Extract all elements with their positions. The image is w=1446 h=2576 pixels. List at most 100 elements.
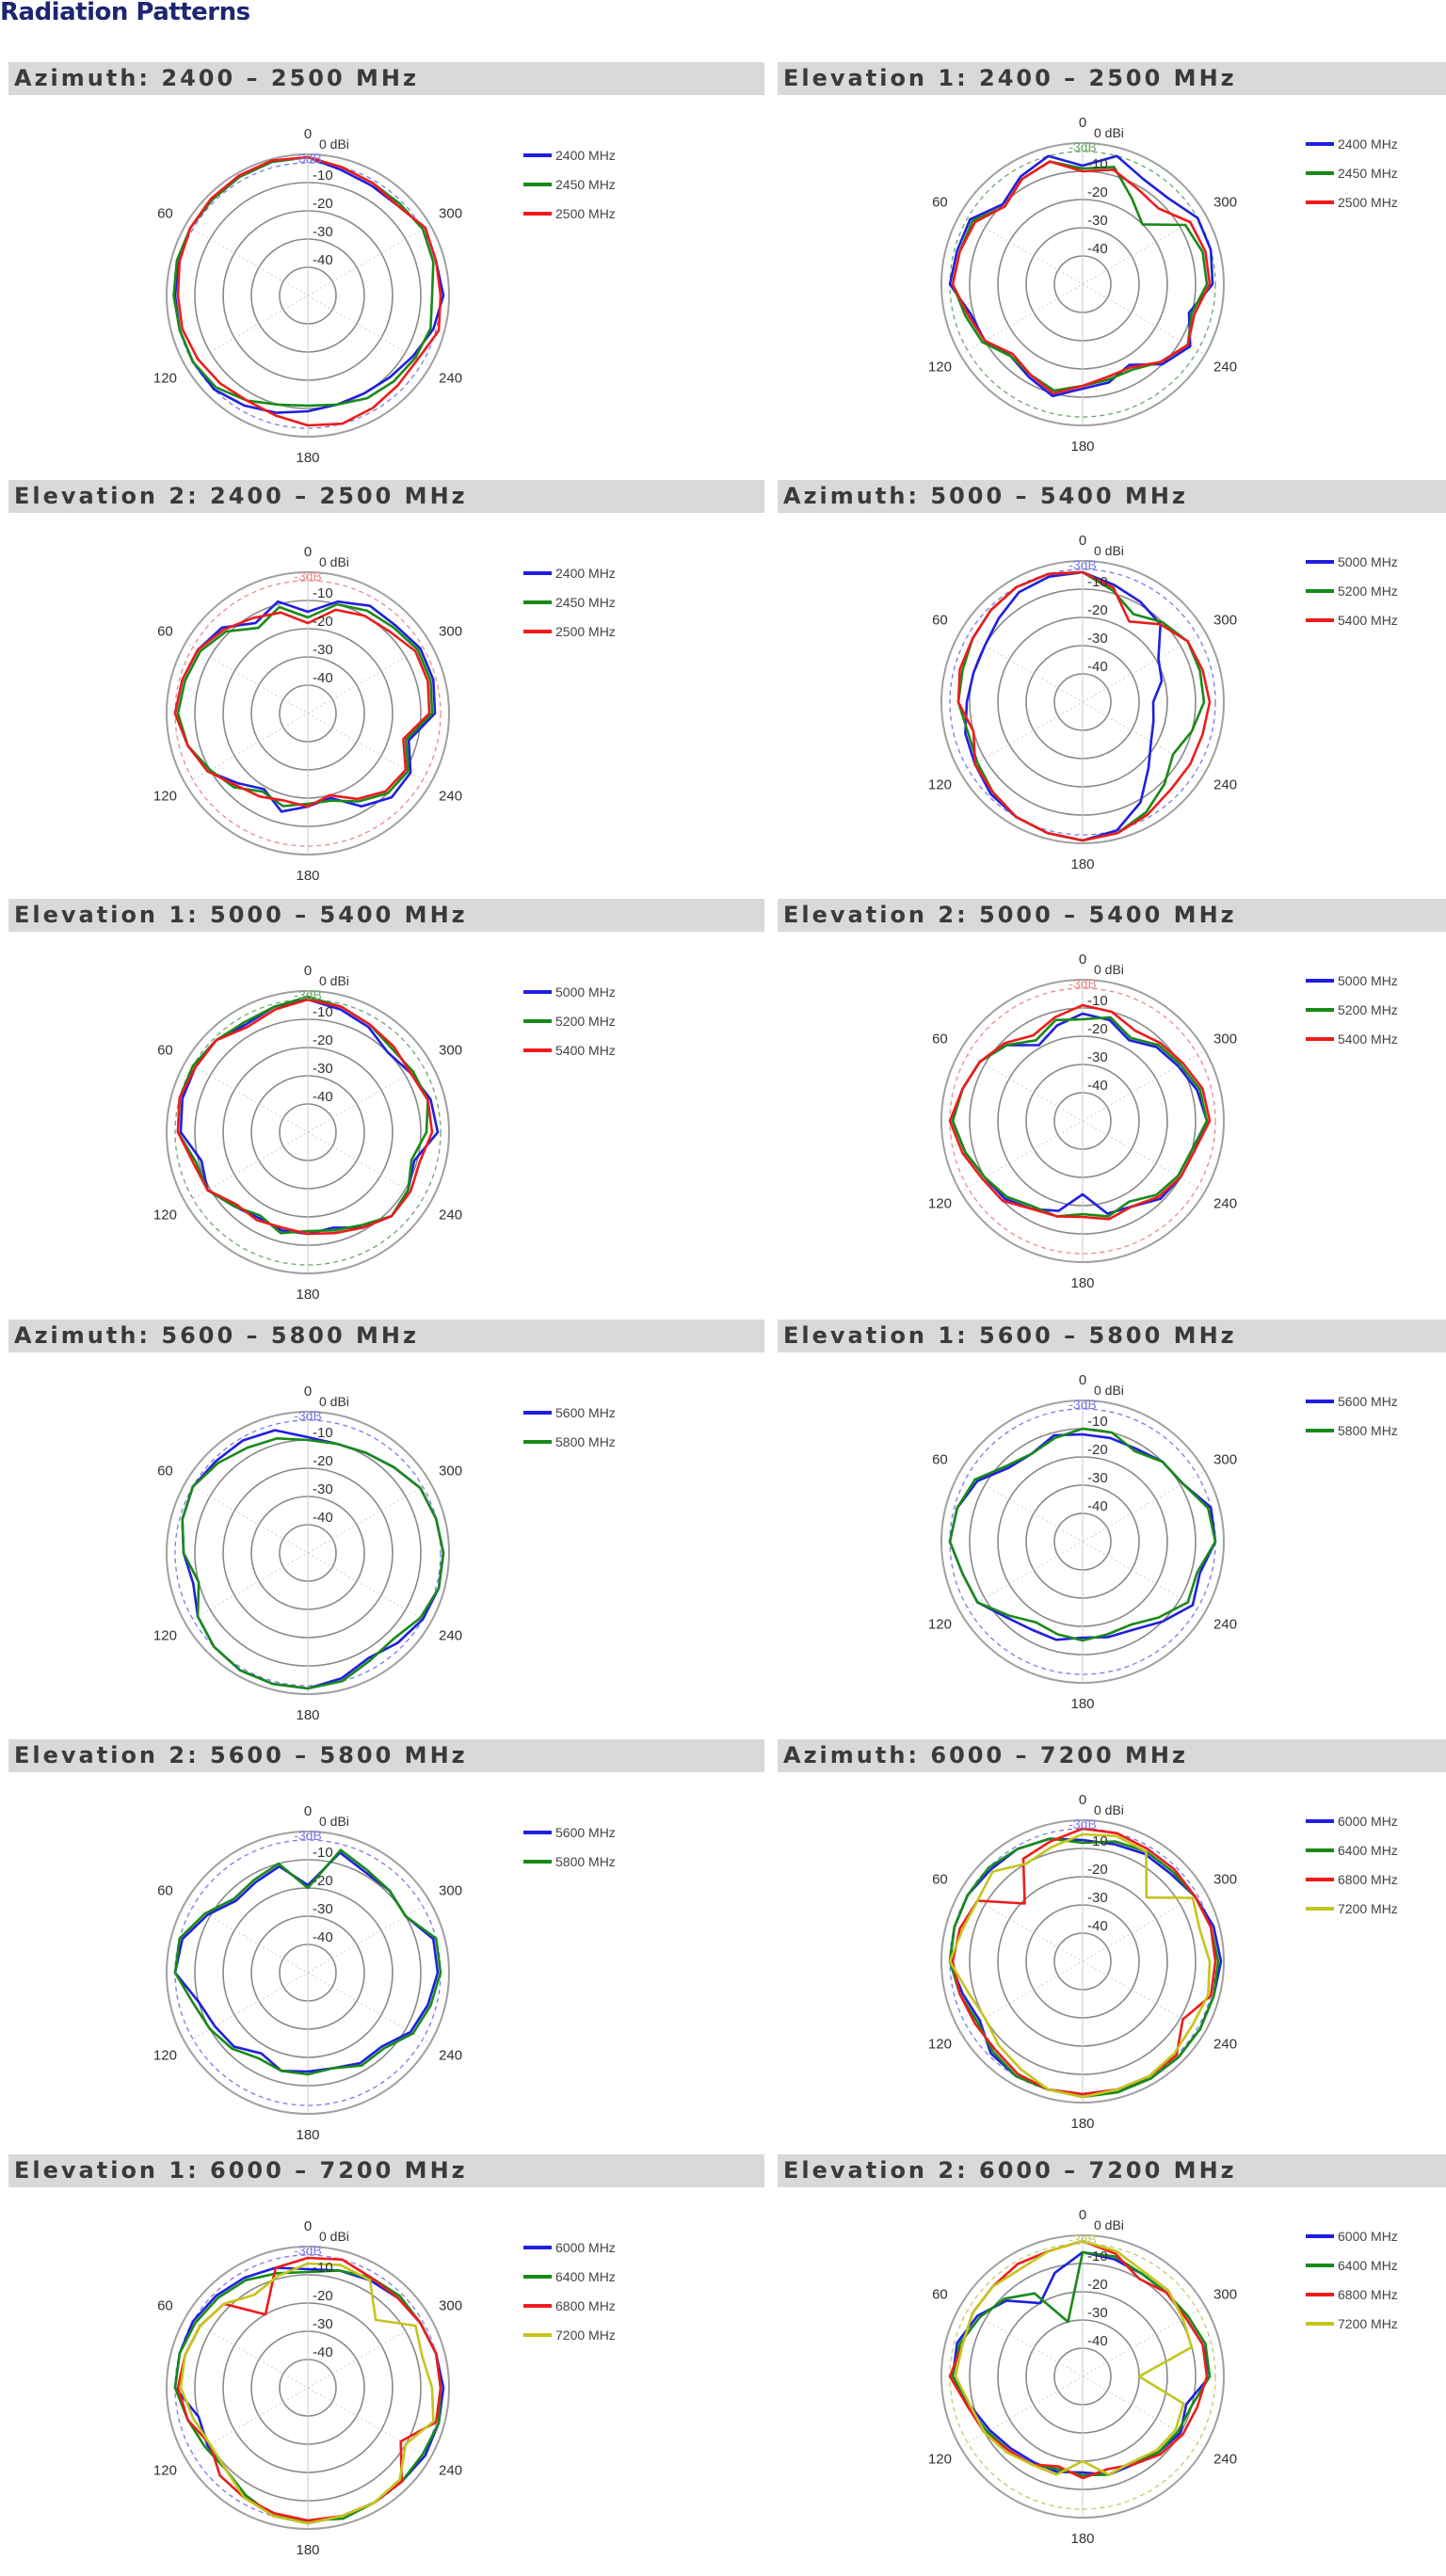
series-line-2500-mhz: [176, 155, 442, 427]
angle-tick-label: 0: [304, 126, 312, 142]
radial-tick-label: -40: [313, 252, 333, 268]
legend-item: 2450 MHz: [523, 587, 616, 616]
chart-legend: 5600 MHz 5800 MHz: [523, 1398, 616, 1456]
angle-tick-label: 60: [157, 1043, 173, 1059]
outer-ring-label: 0 dBi: [1094, 2217, 1124, 2232]
legend-swatch: [1306, 2233, 1334, 2238]
angle-tick-label: 240: [439, 1628, 462, 1644]
legend-swatch: [523, 600, 552, 604]
legend-swatch: [1306, 200, 1334, 204]
polar-chart: -10 -20 -30 -40 0 60 120 180 240 300 0 dBi-3dB: [153, 963, 462, 1303]
series-line-7200-mhz: [179, 2262, 435, 2525]
polar-chart: -10 -20 -30 -40 0 60 120 180 240 300 0 dBi-3dB: [928, 952, 1237, 1291]
legend-label: 2500 MHz: [555, 205, 616, 221]
legend-item: 2400 MHz: [523, 140, 616, 169]
legend-item: 2400 MHz: [523, 558, 616, 587]
legend-label: 5400 MHz: [555, 1042, 616, 1058]
legend-swatch: [523, 570, 552, 575]
angle-tick-label: 240: [1213, 1196, 1237, 1212]
spoke-120: [959, 1049, 1206, 1192]
legend-item: 2400 MHz: [1306, 129, 1398, 158]
angle-tick-label: 0: [304, 1803, 312, 1819]
legend-swatch: [1306, 559, 1334, 564]
angle-tick-label: 180: [296, 2542, 319, 2558]
angle-tick-label: 60: [157, 1883, 173, 1899]
legend-swatch: [1306, 2292, 1334, 2296]
radial-tick-label: -30: [313, 642, 333, 658]
angle-tick-label: 240: [1213, 777, 1237, 793]
legend-item: 6800 MHz: [523, 2291, 616, 2320]
radial-tick-label: -20: [313, 1032, 333, 1048]
legend-label: 7200 MHz: [1338, 1900, 1398, 1916]
legend-item: 5200 MHz: [523, 1006, 616, 1035]
spoke-120: [185, 2316, 431, 2459]
outer-ring-label: 0 dBi: [1094, 1802, 1124, 1817]
chart-legend: 2400 MHz 2450 MHz 2500 MHz: [523, 140, 616, 228]
angle-tick-label: 240: [439, 789, 462, 805]
angle-tick-label: 180: [1070, 2531, 1094, 2547]
radial-tick-label: -10: [1087, 574, 1108, 590]
angle-tick-label: 300: [1213, 1032, 1237, 1048]
legend-label: 7200 MHz: [1338, 2315, 1398, 2331]
legend-item: 5600 MHz: [523, 1817, 616, 1847]
legend-label: 5600 MHz: [555, 1404, 616, 1420]
radial-tick-label: -40: [313, 1929, 333, 1945]
radial-tick-label: -10: [313, 1425, 333, 1441]
legend-swatch: [523, 1018, 552, 1023]
chart-legend: 5000 MHz 5200 MHz 5400 MHz: [1306, 547, 1398, 634]
section-header: Elevation 2: 5000 – 5400 MHz: [778, 899, 1446, 932]
series-line-6000-mhz: [951, 2250, 1212, 2476]
legend-item: 7200 MHz: [523, 2320, 616, 2349]
spoke-120: [185, 642, 431, 785]
angle-tick-label: 180: [1070, 856, 1094, 872]
legend-label: 2500 MHz: [1338, 194, 1398, 210]
legend-swatch: [523, 1830, 552, 1834]
polar-chart: -10 -20 -30 -40 0 60 120 180 240 300 0 dBi-3dB: [153, 544, 462, 884]
radial-tick-label: -20: [313, 196, 333, 212]
angle-tick-label: 0: [304, 1384, 312, 1400]
legend-item: 6000 MHz: [523, 2232, 616, 2262]
radial-tick-label: -20: [313, 614, 333, 630]
legend-swatch: [523, 2274, 552, 2279]
angle-tick-label: 120: [928, 2452, 952, 2468]
legend-swatch: [523, 1410, 552, 1415]
legend-label: 2400 MHz: [1338, 136, 1398, 152]
legend-swatch: [523, 629, 552, 633]
spoke-120: [959, 1470, 1206, 1613]
legend-item: 6000 MHz: [1306, 2221, 1398, 2250]
section-header: Elevation 1: 2400 – 2500 MHz: [778, 62, 1446, 95]
legend-swatch: [523, 989, 552, 994]
legend-swatch: [523, 2332, 552, 2337]
section-header: Azimuth: 6000 – 7200 MHz: [778, 1739, 1446, 1772]
angle-tick-label: 0: [1079, 1372, 1086, 1388]
legend-label: 5800 MHz: [555, 1853, 616, 1869]
angle-tick-label: 240: [1213, 360, 1237, 376]
outer-ring-label: 0 dBi: [1094, 125, 1124, 140]
radial-tick-label: -20: [313, 1453, 333, 1469]
angle-tick-label: 0: [1079, 2207, 1086, 2223]
section-header: Elevation 1: 5000 – 5400 MHz: [8, 899, 764, 932]
spoke-120: [959, 1890, 1206, 2033]
angle-tick-label: 0: [1079, 533, 1086, 549]
legend-swatch: [1306, 141, 1334, 146]
legend-label: 6800 MHz: [1338, 2286, 1398, 2302]
angle-tick-label: 300: [439, 2298, 462, 2314]
legend-swatch: [1306, 588, 1334, 593]
angle-tick-label: 60: [157, 1464, 173, 1480]
chart-legend: 5600 MHz 5800 MHz: [1306, 1386, 1398, 1445]
legend-label: 6800 MHz: [555, 2297, 616, 2313]
ref-ring-label: -3dB: [294, 987, 322, 1002]
outer-ring-label: 0 dBi: [319, 136, 349, 152]
radial-tick-label: -40: [1087, 1498, 1108, 1514]
section-header: Azimuth: 2400 – 2500 MHz: [8, 62, 764, 95]
legend-swatch: [1306, 170, 1334, 175]
angle-tick-label: 240: [439, 371, 462, 387]
polar-chart: -10 -20 -30 -40 0 60 120 180 240 300 0 dBi-3dB: [153, 2218, 462, 2558]
outer-ring-label: 0 dBi: [319, 2229, 349, 2244]
ref-ring-label: -3dB: [1068, 1397, 1097, 1412]
polar-chart: -10 -20 -30 -40 0 60 120 180 240 300 0 dBi-3dB: [928, 2207, 1237, 2547]
angle-tick-label: 180: [296, 450, 319, 466]
series-line-6400-mhz: [951, 2250, 1212, 2477]
angle-tick-label: 0: [304, 963, 312, 979]
series-line-2450-mhz: [176, 602, 434, 808]
